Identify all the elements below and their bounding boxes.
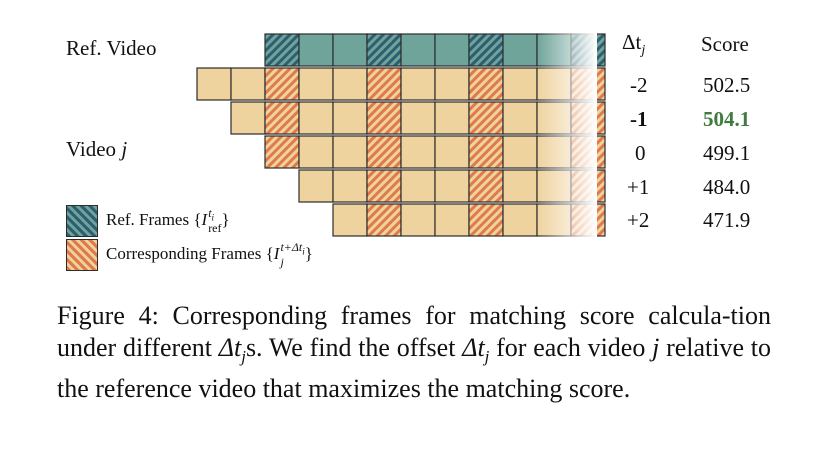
dt-value: +2 (627, 208, 650, 232)
corresponding-frame-hatched (366, 169, 402, 203)
video-frame (502, 169, 538, 203)
video-j-label: Video j (66, 137, 128, 161)
corresponding-frame-hatched (468, 169, 504, 203)
legend-ref-frames: Ref. Frames {I ti ref} (66, 205, 230, 237)
fade-overlay (537, 30, 597, 245)
video-frame (400, 169, 436, 203)
video-frame (196, 67, 232, 101)
score-value: 502.5 (703, 73, 751, 97)
video-frame (332, 67, 368, 101)
dt-column-header: Δtj (622, 30, 646, 59)
corresponding-frame-hatched (264, 67, 300, 101)
score-value: 484.0 (703, 175, 751, 199)
video-frame (332, 203, 368, 237)
ref-frame (298, 33, 334, 67)
dt-value: -2 (630, 73, 648, 97)
video-frame (434, 67, 470, 101)
video-frame (332, 169, 368, 203)
ref-video-label: Ref. Video (66, 36, 157, 60)
video-frame (434, 135, 470, 169)
video-frame (298, 67, 334, 101)
video-frame (400, 135, 436, 169)
corresponding-frame-hatched (366, 203, 402, 237)
video-frame (434, 169, 470, 203)
corresponding-frame-hatched (264, 135, 300, 169)
video-frame (502, 203, 538, 237)
ref-frame (400, 33, 436, 67)
corresponding-frame-hatched (366, 101, 402, 135)
corresponding-frame-swatch (66, 239, 98, 271)
corresponding-frame-hatched (468, 135, 504, 169)
video-frame (434, 203, 470, 237)
ref-frame (502, 33, 538, 67)
ref-frame-swatch (66, 205, 98, 237)
legend-corr-text: Corresponding Frames {I t+Δti j} (106, 239, 313, 270)
corresponding-frame-hatched (366, 67, 402, 101)
dt-value: 0 (635, 141, 646, 165)
video-frame (332, 101, 368, 135)
ref-frame (332, 33, 368, 67)
video-frame (298, 135, 334, 169)
video-frame (298, 169, 334, 203)
video-frame (400, 67, 436, 101)
video-frame (298, 101, 334, 135)
corresponding-frame-hatched (468, 67, 504, 101)
video-frame (400, 101, 436, 135)
video-frame (434, 101, 470, 135)
ref-frame-hatched (468, 33, 504, 67)
video-frame (230, 67, 266, 101)
video-frame (502, 135, 538, 169)
corresponding-frame-hatched (366, 135, 402, 169)
ref-frame (434, 33, 470, 67)
ref-frame-hatched (264, 33, 300, 67)
corresponding-frame-hatched (264, 101, 300, 135)
legend-ref-text: Ref. Frames {I ti ref} (106, 205, 230, 236)
video-frame (400, 203, 436, 237)
score-value: 499.1 (703, 141, 751, 165)
video-frame (502, 67, 538, 101)
figure-caption: Figure 4: Corresponding frames for match… (57, 301, 771, 404)
dt-value-best: -1 (630, 107, 648, 131)
corresponding-frame-hatched (468, 101, 504, 135)
score-value: 471.9 (703, 208, 751, 232)
video-frame (502, 101, 538, 135)
score-value-best: 504.1 (703, 107, 751, 131)
legend-corresponding-frames: Corresponding Frames {I t+Δti j} (66, 239, 313, 271)
video-frame (230, 101, 266, 135)
score-column-header: Score (701, 32, 749, 56)
corresponding-frame-hatched (468, 203, 504, 237)
ref-frame-hatched (366, 33, 402, 67)
video-frame (332, 135, 368, 169)
dt-value: +1 (627, 175, 650, 199)
